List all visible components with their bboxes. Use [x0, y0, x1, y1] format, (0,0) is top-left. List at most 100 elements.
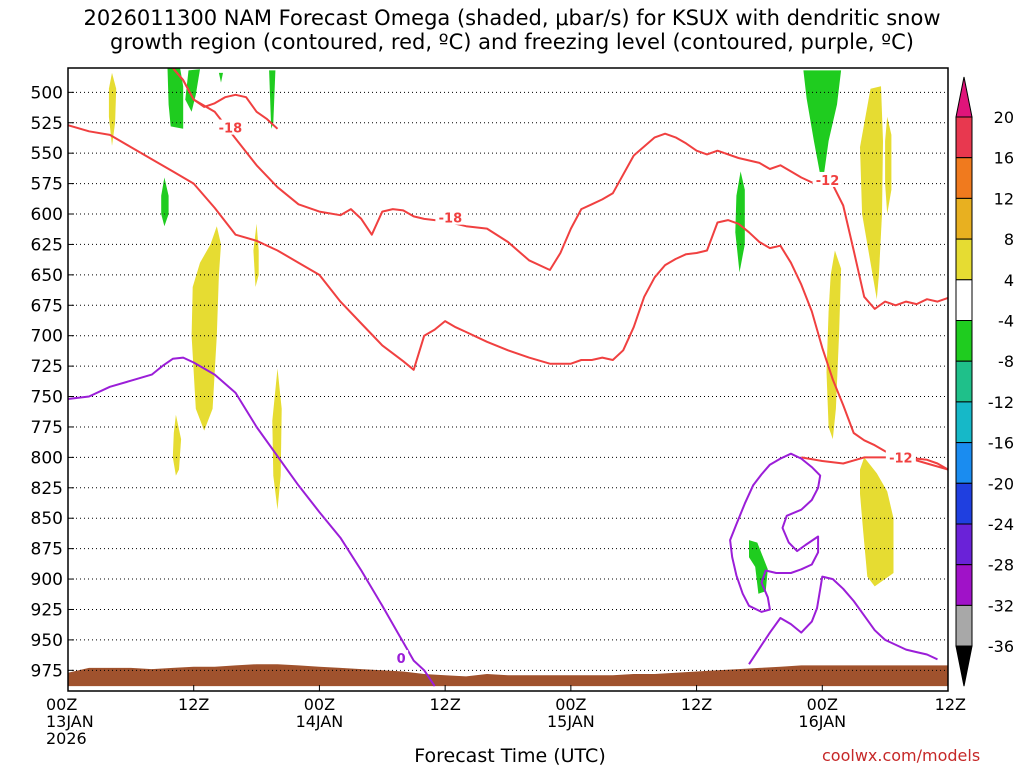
y-tick-label-575: 575: [31, 175, 63, 195]
y-tick-label-550: 550: [31, 144, 63, 164]
terrain: [68, 664, 948, 687]
contour-5: [729, 452, 822, 613]
contour-label-bg-0: [215, 119, 246, 135]
chart-title: 2026011300 NAM Forecast Omega (shaded, μ…: [0, 6, 1024, 54]
y-tick-label-725: 725: [31, 357, 63, 377]
omega-shade-4: [161, 177, 169, 227]
chart-title-line-1: 2026011300 NAM Forecast Omega (shaded, μ…: [83, 6, 941, 30]
colorbar-label-3: 8: [1004, 230, 1014, 249]
contour-2: [172, 68, 948, 310]
x-tick-label-6-1: 16JAN: [798, 712, 846, 731]
contour-label-bg-3: [885, 449, 916, 465]
colorbar-bin-2: [955, 197, 973, 240]
omega-shade-10: [253, 223, 259, 287]
colorbar-label-4: 4: [1004, 271, 1014, 290]
omega-shade-13: [860, 86, 883, 300]
x-tick-label-0-0: 00Z: [46, 695, 77, 714]
colorbar-label-1: 16: [994, 149, 1014, 168]
y-tick-label-675: 675: [31, 296, 63, 316]
colorbar-label-11: -28: [988, 556, 1014, 575]
y-tick-label-625: 625: [31, 235, 63, 255]
y-tick-label-500: 500: [31, 83, 63, 103]
x-tick-label-4-1: 15JAN: [547, 712, 595, 731]
colorbar-bin-4: [955, 279, 973, 321]
omega-shade-3: [269, 70, 276, 129]
omega-shade-0: [167, 68, 184, 129]
x-tick-label-0-2: 2026: [46, 729, 87, 748]
omega-shade-6: [735, 171, 745, 273]
y-tick-label-700: 700: [31, 327, 63, 347]
y-tick-label-775: 775: [31, 418, 63, 438]
omega-shade-16: [860, 457, 894, 587]
site-credit[interactable]: coolwx.com/models: [822, 746, 981, 765]
contour-label-bg-4: [394, 650, 409, 666]
contour-label-bg-2: [812, 171, 843, 187]
omega-shade-1: [185, 69, 200, 112]
contour-label-3: -12: [889, 451, 913, 466]
x-tick-label-7-0: 12Z: [935, 695, 966, 714]
y-tick-label-650: 650: [31, 266, 63, 286]
omega-shade-11: [172, 414, 182, 476]
x-tick-label-5-0: 12Z: [681, 695, 712, 714]
omega-shade-9: [191, 226, 221, 431]
colorbar-bin-7: [955, 401, 973, 444]
y-tick-label-600: 600: [31, 205, 63, 225]
contour-label-2: -12: [816, 174, 840, 189]
colorbar-over-arrow: [955, 76, 973, 118]
colorbar-label-2: 12: [994, 189, 1014, 208]
omega-shade-15: [826, 250, 842, 440]
y-tick-label-750: 750: [31, 388, 63, 408]
colorbar-label-13: -36: [988, 637, 1014, 656]
colorbar-under-arrow: [955, 645, 973, 687]
plot-frame: [67, 67, 949, 692]
x-tick-label-2-0: 00Z: [304, 695, 335, 714]
colorbar-bin-1: [955, 157, 973, 199]
contour-1: [68, 124, 948, 471]
contour-label-0: -18: [219, 122, 243, 137]
colorbar-bin-3: [955, 238, 973, 281]
contour-label-1: -18: [439, 212, 463, 227]
y-tick-label-900: 900: [31, 570, 63, 590]
y-tick-label-950: 950: [31, 631, 63, 651]
x-tick-label-0-1: 13JAN: [46, 712, 94, 731]
contour-label-4: 0: [397, 652, 406, 667]
colorbar-bin-12: [955, 604, 973, 647]
contour-3: [801, 456, 948, 471]
omega-shade-12: [272, 368, 282, 510]
y-tick-label-825: 825: [31, 479, 63, 499]
omega-shade-5: [803, 70, 842, 186]
colorbar-label-7: -12: [988, 393, 1014, 412]
omega-shade-2: [218, 72, 223, 83]
omega-shade-8: [108, 72, 117, 146]
colorbar-label-9: -20: [988, 474, 1014, 493]
colorbar-bin-10: [955, 523, 973, 566]
colorbar-bin-11: [955, 564, 973, 606]
colorbar-bin-8: [955, 442, 973, 484]
x-tick-label-2-1: 14JAN: [296, 712, 344, 731]
colorbar-bin-9: [955, 482, 973, 525]
x-tick-label-6-0: 00Z: [807, 695, 838, 714]
omega-shade-14: [885, 116, 892, 214]
colorbar-bin-6: [955, 360, 973, 403]
y-tick-label-975: 975: [31, 661, 63, 681]
contour-6: [748, 575, 938, 665]
y-tick-label-525: 525: [31, 114, 63, 134]
y-tick-label-850: 850: [31, 509, 63, 529]
colorbar-bin-0: [955, 116, 973, 159]
y-tick-label-875: 875: [31, 540, 63, 560]
colorbar-label-6: -8: [998, 352, 1014, 371]
contour-4: [68, 356, 436, 687]
colorbar-bin-5: [955, 320, 973, 362]
x-axis-label: Forecast Time (UTC): [414, 745, 606, 767]
x-tick-label-4-0: 00Z: [555, 695, 586, 714]
y-tick-label-800: 800: [31, 448, 63, 468]
colorbar-label-5: -4: [998, 312, 1014, 331]
colorbar-label-8: -16: [988, 434, 1014, 453]
y-tick-label-925: 925: [31, 600, 63, 620]
contour-label-bg-1: [435, 209, 466, 225]
x-tick-label-1-0: 12Z: [178, 695, 209, 714]
x-tick-label-3-0: 12Z: [429, 695, 460, 714]
colorbar-label-12: -32: [988, 596, 1014, 615]
colorbar-label-10: -24: [988, 515, 1014, 534]
